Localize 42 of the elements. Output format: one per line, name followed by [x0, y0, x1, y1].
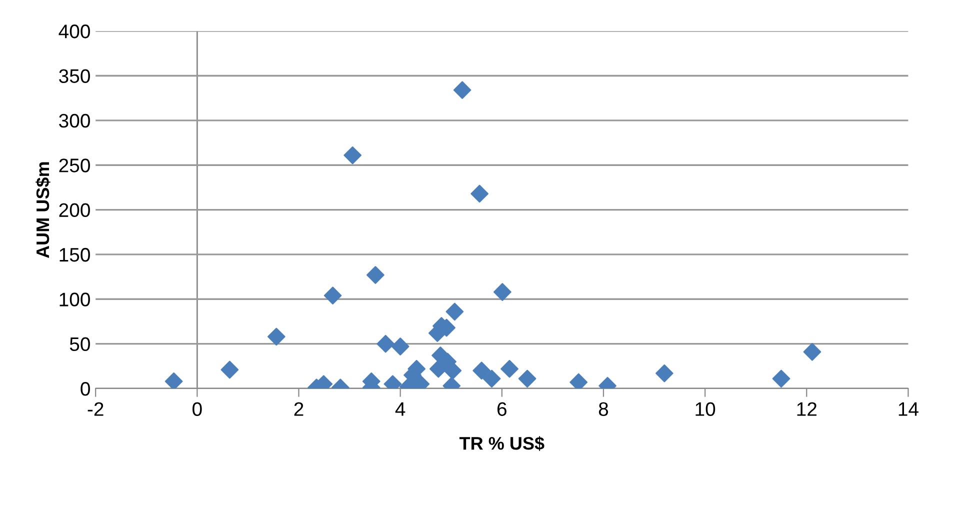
point: [430, 360, 448, 378]
point: [220, 360, 239, 379]
x-axis-title: TR % US$: [459, 436, 544, 451]
y-tick-label: 100: [60, 292, 90, 306]
point: [446, 302, 464, 321]
point: [391, 338, 410, 356]
x-tick-label: 14: [898, 402, 918, 416]
x-tick-label: 4: [395, 402, 406, 416]
y-tick-label: 250: [59, 158, 90, 172]
point: [267, 328, 286, 346]
point: [472, 362, 490, 380]
point: [482, 370, 501, 388]
y-tick-label: 50: [70, 337, 90, 352]
x-tick-label: 0: [192, 402, 202, 416]
point: [656, 364, 674, 382]
point: [366, 266, 384, 284]
y-tick-label: 200: [59, 203, 90, 218]
y-tick-label: 400: [58, 24, 90, 38]
point: [570, 373, 588, 388]
point: [453, 81, 472, 99]
x-tick-label: 2: [294, 402, 304, 416]
x-tick-label: 8: [598, 402, 608, 416]
y-axis-title: AUM US$m: [36, 162, 50, 258]
point: [772, 370, 790, 388]
point: [500, 360, 518, 378]
x-tick-label: 6: [497, 402, 506, 416]
point: [803, 342, 822, 361]
point: [376, 334, 395, 353]
point: [344, 146, 362, 164]
point: [518, 370, 536, 388]
y-tick-label: 0: [80, 382, 90, 396]
point: [470, 184, 488, 203]
x-tick-label: 12: [797, 402, 816, 416]
point: [324, 286, 342, 304]
x-tick-label: -2: [88, 402, 104, 416]
point: [164, 372, 183, 388]
y-tick-label: 300: [59, 114, 90, 128]
point: [444, 362, 462, 380]
y-tick-label: 150: [60, 248, 90, 262]
x-tick-label: 10: [696, 402, 716, 416]
y-tick-label: 350: [59, 69, 90, 83]
point: [493, 283, 512, 301]
